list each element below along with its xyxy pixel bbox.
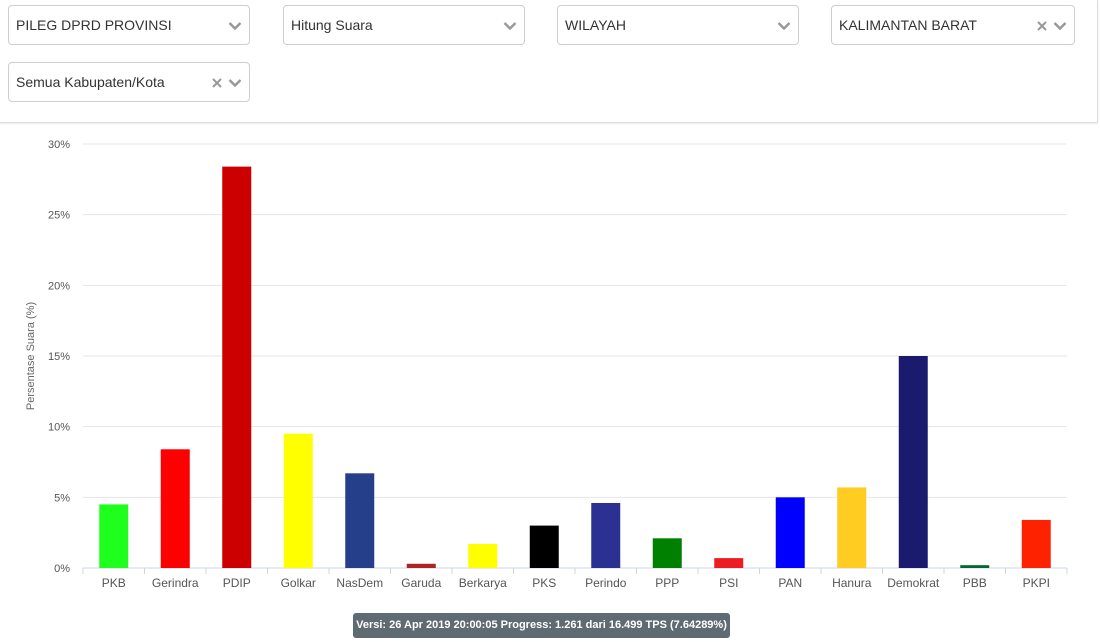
y-tick-label: 30% bbox=[48, 139, 70, 151]
y-tick-label: 10% bbox=[48, 422, 70, 434]
province-select[interactable]: KALIMANTAN BARAT bbox=[831, 5, 1075, 45]
scope-select-value: WILAYAH bbox=[565, 17, 626, 33]
bar-golkar[interactable] bbox=[283, 433, 313, 568]
bar-pdip[interactable] bbox=[222, 166, 252, 568]
y-tick-label: 25% bbox=[48, 210, 70, 222]
vote-share-bar-chart: 0% 5% 10% 15% 20% 25% 30% PKB Gerindra PDIP Golka… bbox=[25, 139, 1068, 590]
y-tick-label: 0% bbox=[54, 563, 70, 575]
bar-pkb[interactable] bbox=[99, 504, 129, 568]
bar-garuda[interactable] bbox=[406, 563, 436, 568]
scope-select[interactable]: WILAYAH bbox=[557, 5, 799, 45]
y-axis-title: Persentase Suara (%) bbox=[25, 302, 37, 410]
regency-select-value: Semua Kabupaten/Kota bbox=[16, 74, 165, 90]
data-type-select[interactable]: Hitung Suara bbox=[283, 5, 525, 45]
election-select-value: PILEG DPRD PROVINSI bbox=[16, 17, 172, 33]
x-tick-label: PSI bbox=[719, 576, 738, 590]
x-tick-label: PKPI bbox=[1023, 576, 1050, 590]
x-axis: PKB Gerindra PDIP Golkar NasDem Garuda Berkary… bbox=[82, 568, 1068, 590]
chevron-down-icon[interactable] bbox=[777, 21, 791, 31]
bars bbox=[99, 166, 1051, 568]
bar-hanura[interactable] bbox=[837, 487, 867, 568]
y-tick-label: 5% bbox=[54, 492, 70, 504]
status-badge: Versi: 26 Apr 2019 20:00:05 Progress: 1.… bbox=[353, 613, 730, 638]
x-tick-label: Perindo bbox=[585, 576, 627, 590]
x-tick-label: Demokrat bbox=[887, 576, 940, 590]
x-tick-label: PAN bbox=[778, 576, 802, 590]
bar-ppp[interactable] bbox=[652, 538, 682, 568]
data-type-select-value: Hitung Suara bbox=[291, 17, 373, 33]
province-select-value: KALIMANTAN BARAT bbox=[839, 17, 977, 33]
close-icon[interactable] bbox=[1036, 20, 1048, 32]
election-select[interactable]: PILEG DPRD PROVINSI bbox=[8, 5, 250, 45]
chevron-down-icon[interactable] bbox=[503, 21, 517, 31]
chevron-down-icon[interactable] bbox=[228, 21, 242, 31]
y-axis-ticks: 0% 5% 10% 15% 20% 25% 30% bbox=[48, 139, 70, 575]
regency-select[interactable]: Semua Kabupaten/Kota bbox=[8, 62, 250, 102]
x-tick-label: Hanura bbox=[832, 576, 872, 590]
filter-panel: PILEG DPRD PROVINSI Hitung Suara WILAYAH… bbox=[0, 0, 1098, 123]
bar-pan[interactable] bbox=[775, 497, 805, 568]
bar-perindo[interactable] bbox=[591, 502, 621, 568]
x-tick-label: PBB bbox=[963, 576, 987, 590]
y-tick-label: 20% bbox=[48, 280, 70, 292]
bar-pkpi[interactable] bbox=[1021, 519, 1051, 568]
x-tick-label: Gerindra bbox=[152, 576, 199, 590]
x-tick-label: PDIP bbox=[223, 576, 251, 590]
y-tick-label: 15% bbox=[48, 351, 70, 363]
bar-berkarya[interactable] bbox=[468, 543, 498, 568]
x-tick-label: PPP bbox=[655, 576, 679, 590]
bar-nasdem[interactable] bbox=[345, 473, 375, 568]
x-tick-label: NasDem bbox=[336, 576, 383, 590]
x-tick-label: PKS bbox=[532, 576, 556, 590]
bar-pbb[interactable] bbox=[960, 565, 990, 568]
bar-demokrat[interactable] bbox=[898, 356, 928, 568]
bar-gerindra[interactable] bbox=[160, 449, 190, 568]
x-tick-label: Golkar bbox=[281, 576, 316, 590]
close-icon[interactable] bbox=[211, 77, 223, 89]
chevron-down-icon[interactable] bbox=[1053, 21, 1067, 31]
bar-pks[interactable] bbox=[529, 525, 559, 568]
bar-psi[interactable] bbox=[714, 558, 744, 568]
x-tick-label: Berkarya bbox=[459, 576, 507, 590]
x-tick-label: PKB bbox=[102, 576, 126, 590]
chevron-down-icon[interactable] bbox=[228, 78, 242, 88]
x-tick-label: Garuda bbox=[401, 576, 441, 590]
